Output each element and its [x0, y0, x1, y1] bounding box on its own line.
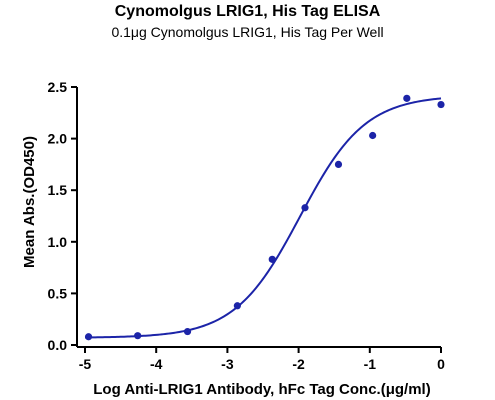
data-point [369, 131, 377, 140]
data-point [301, 204, 309, 212]
x-tick-label: -4 [150, 356, 163, 372]
y-tick-label: 1.0 [48, 234, 68, 250]
y-tick-label: 2.0 [48, 131, 68, 147]
fit-curve [84, 97, 442, 339]
x-tick-label: -1 [364, 356, 377, 372]
y-tick-label: 2.5 [48, 79, 68, 95]
data-point [334, 160, 343, 168]
data-point [403, 94, 411, 102]
x-tick-label: -2 [292, 356, 305, 372]
x-tick-label: 0 [437, 356, 445, 372]
y-tick-label: 0.5 [48, 285, 68, 301]
x-tick-label: -5 [79, 356, 92, 372]
x-axis-label: Log Anti-LRIG1 Antibody, hFc Tag Conc.(μ… [93, 381, 430, 398]
data-point [268, 255, 276, 263]
data-point [233, 302, 241, 310]
chart-title: Cynomolgus LRIG1, His Tag ELISA [114, 3, 381, 20]
y-axis-label: Mean Abs.(OD450) [21, 136, 38, 268]
data-point [183, 327, 192, 336]
data-point [437, 100, 445, 109]
y-tick-label: 1.5 [48, 182, 68, 198]
data-point [84, 333, 93, 341]
data-point [134, 332, 142, 340]
plot-area: 0.0 0.5 1.0 1.5 2.0 2.5 -5 -4 -3 -2 -1 0 [48, 79, 446, 372]
y-tick-label: 0.0 [48, 337, 68, 353]
chart-subtitle: 0.1μg Cynomolgus LRIG1, His Tag Per Well [111, 24, 384, 40]
x-tick-label: -3 [221, 356, 234, 372]
